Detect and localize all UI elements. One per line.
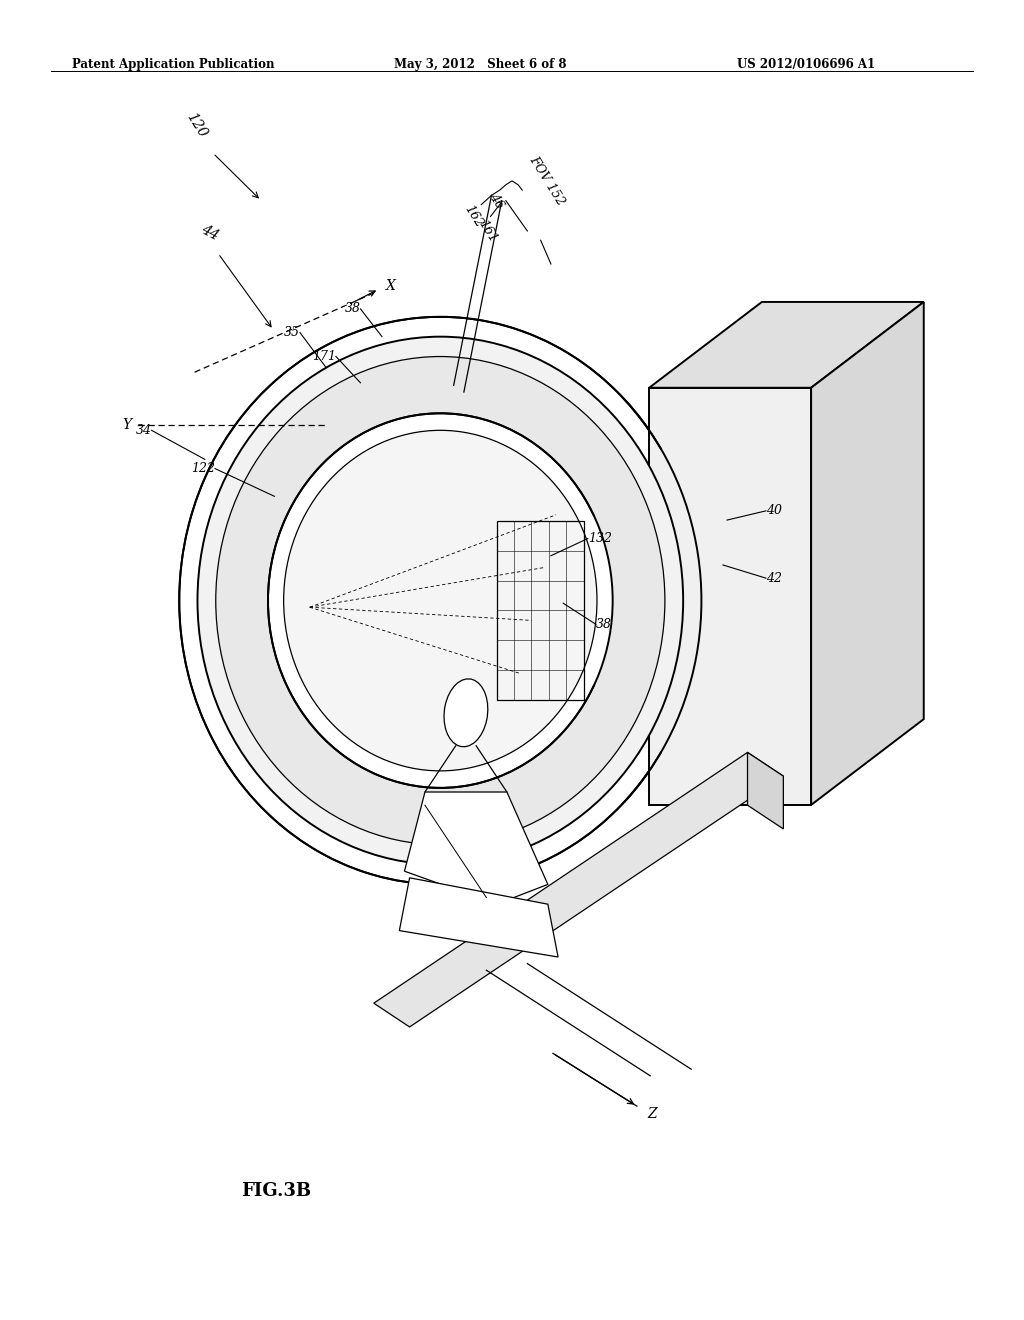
Polygon shape [649, 302, 924, 388]
Text: 132: 132 [588, 532, 611, 545]
Polygon shape [649, 388, 811, 805]
Ellipse shape [444, 678, 487, 747]
Text: 161: 161 [475, 218, 499, 244]
Ellipse shape [216, 356, 665, 845]
Polygon shape [399, 878, 558, 957]
Text: 46: 46 [486, 190, 506, 211]
Text: Y: Y [122, 418, 131, 432]
Text: Patent Application Publication: Patent Application Publication [72, 58, 274, 71]
Text: 38: 38 [596, 618, 612, 631]
Text: 35: 35 [284, 326, 300, 339]
Text: 42: 42 [766, 572, 782, 585]
Text: 171: 171 [312, 350, 336, 363]
Text: 44: 44 [199, 222, 221, 243]
Ellipse shape [268, 413, 612, 788]
Text: 122: 122 [191, 462, 215, 475]
Text: 162: 162 [462, 203, 485, 230]
Text: 38: 38 [344, 302, 360, 315]
Text: FIG.3B: FIG.3B [242, 1181, 311, 1200]
Polygon shape [374, 752, 783, 1027]
Text: 34: 34 [135, 424, 152, 437]
Polygon shape [404, 792, 548, 904]
Text: X: X [386, 280, 396, 293]
Text: US 2012/0106696 A1: US 2012/0106696 A1 [737, 58, 876, 71]
Text: 120: 120 [183, 110, 210, 140]
Ellipse shape [179, 317, 701, 884]
Text: May 3, 2012   Sheet 6 of 8: May 3, 2012 Sheet 6 of 8 [394, 58, 566, 71]
Ellipse shape [198, 337, 683, 865]
Polygon shape [811, 302, 924, 805]
Text: FOV 152: FOV 152 [526, 154, 567, 207]
Text: 40: 40 [766, 504, 782, 517]
Polygon shape [748, 752, 783, 829]
Bar [497, 521, 584, 700]
Ellipse shape [284, 430, 597, 771]
Text: Z: Z [647, 1107, 656, 1121]
